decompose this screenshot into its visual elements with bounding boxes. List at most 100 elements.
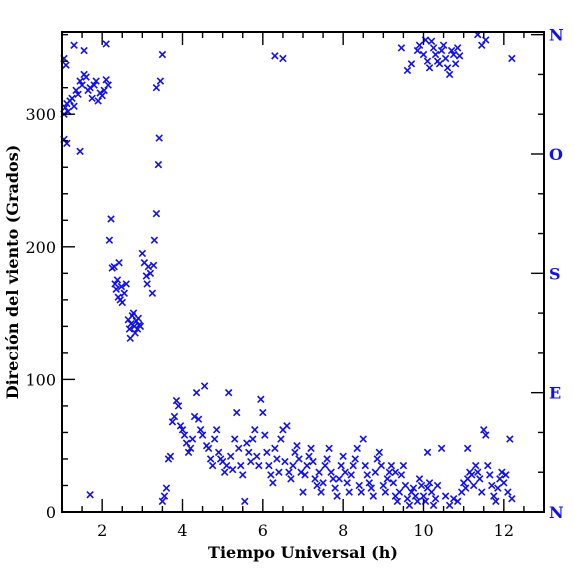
data-point bbox=[441, 54, 450, 63]
data-point bbox=[235, 444, 243, 453]
data-point bbox=[305, 452, 313, 461]
scatter-points bbox=[60, 30, 516, 510]
data-point bbox=[363, 471, 371, 479]
data-point bbox=[125, 325, 134, 333]
data-point bbox=[329, 475, 337, 483]
data-point bbox=[126, 334, 135, 343]
data-point bbox=[369, 492, 378, 500]
data-point bbox=[241, 497, 249, 506]
data-point bbox=[178, 426, 187, 434]
data-point bbox=[488, 481, 496, 490]
data-point bbox=[307, 444, 315, 453]
data-point bbox=[492, 497, 500, 506]
data-point bbox=[245, 448, 253, 457]
direction-label: E bbox=[549, 384, 561, 403]
data-point bbox=[343, 479, 351, 487]
data-point bbox=[445, 501, 454, 510]
data-point bbox=[309, 457, 317, 466]
data-point bbox=[291, 448, 299, 457]
data-point bbox=[478, 41, 486, 49]
data-point bbox=[82, 73, 90, 81]
data-point bbox=[447, 46, 456, 55]
data-point bbox=[385, 468, 394, 476]
data-point bbox=[401, 481, 410, 490]
data-point bbox=[445, 70, 454, 79]
data-point bbox=[506, 435, 514, 443]
data-point bbox=[476, 475, 484, 483]
data-point bbox=[76, 77, 84, 85]
direction-label: O bbox=[549, 145, 563, 164]
data-point bbox=[480, 426, 488, 434]
data-point bbox=[321, 461, 329, 470]
data-point bbox=[267, 471, 275, 479]
data-point bbox=[419, 50, 428, 59]
data-point bbox=[98, 91, 106, 100]
data-point bbox=[293, 441, 301, 450]
data-point bbox=[463, 444, 472, 453]
data-point bbox=[349, 461, 357, 470]
data-point bbox=[154, 160, 163, 169]
direction-label: S bbox=[549, 264, 561, 283]
data-point bbox=[155, 134, 163, 142]
data-point bbox=[285, 468, 293, 476]
data-point bbox=[413, 46, 422, 55]
data-point bbox=[415, 475, 424, 483]
data-point bbox=[335, 475, 343, 483]
data-point bbox=[347, 471, 355, 479]
data-point bbox=[331, 484, 339, 492]
data-point bbox=[261, 431, 269, 439]
data-point bbox=[341, 468, 349, 476]
data-point bbox=[129, 309, 138, 317]
data-point bbox=[486, 471, 494, 479]
data-point bbox=[86, 491, 94, 499]
data-point bbox=[313, 481, 321, 490]
right-axis-direction-labels: N O S E N bbox=[549, 26, 564, 522]
x-tick-label: 6 bbox=[258, 521, 268, 540]
data-point bbox=[259, 408, 267, 417]
data-point bbox=[427, 488, 436, 496]
data-point bbox=[443, 64, 452, 72]
data-point bbox=[351, 455, 359, 463]
data-point bbox=[100, 86, 108, 95]
data-point bbox=[353, 444, 361, 453]
data-point bbox=[357, 488, 365, 496]
data-point bbox=[88, 94, 96, 103]
data-point bbox=[399, 461, 408, 470]
axis-ticks bbox=[61, 32, 545, 513]
y-tick-label: 200 bbox=[25, 238, 56, 257]
data-point bbox=[508, 54, 516, 63]
data-point bbox=[158, 50, 167, 59]
x-axis-title: Tiempo Universal (h) bbox=[208, 543, 398, 562]
data-point bbox=[411, 492, 420, 500]
data-point bbox=[405, 501, 414, 510]
data-point bbox=[188, 435, 197, 443]
data-point bbox=[431, 495, 440, 503]
data-point bbox=[397, 471, 406, 479]
data-point bbox=[453, 44, 462, 52]
data-point bbox=[160, 492, 169, 500]
data-point bbox=[423, 57, 432, 65]
data-point bbox=[142, 272, 151, 280]
data-point bbox=[192, 388, 201, 397]
direction-label: N bbox=[549, 26, 564, 45]
x-tick-label: 12 bbox=[494, 521, 514, 540]
data-point bbox=[337, 461, 345, 470]
data-point bbox=[395, 488, 404, 496]
data-point bbox=[255, 461, 263, 470]
data-point bbox=[63, 139, 71, 148]
data-point bbox=[170, 412, 179, 421]
x-tick-label: 2 bbox=[97, 521, 107, 540]
data-point bbox=[482, 431, 490, 439]
data-point bbox=[194, 415, 203, 423]
data-point bbox=[174, 402, 183, 410]
data-point bbox=[289, 461, 297, 470]
data-point bbox=[391, 468, 400, 476]
data-point bbox=[224, 388, 233, 397]
data-point bbox=[417, 481, 426, 490]
data-point bbox=[469, 481, 478, 490]
data-point bbox=[115, 258, 123, 267]
data-point bbox=[226, 452, 235, 461]
data-point bbox=[327, 468, 335, 476]
data-point bbox=[295, 455, 303, 463]
data-point bbox=[471, 461, 480, 470]
